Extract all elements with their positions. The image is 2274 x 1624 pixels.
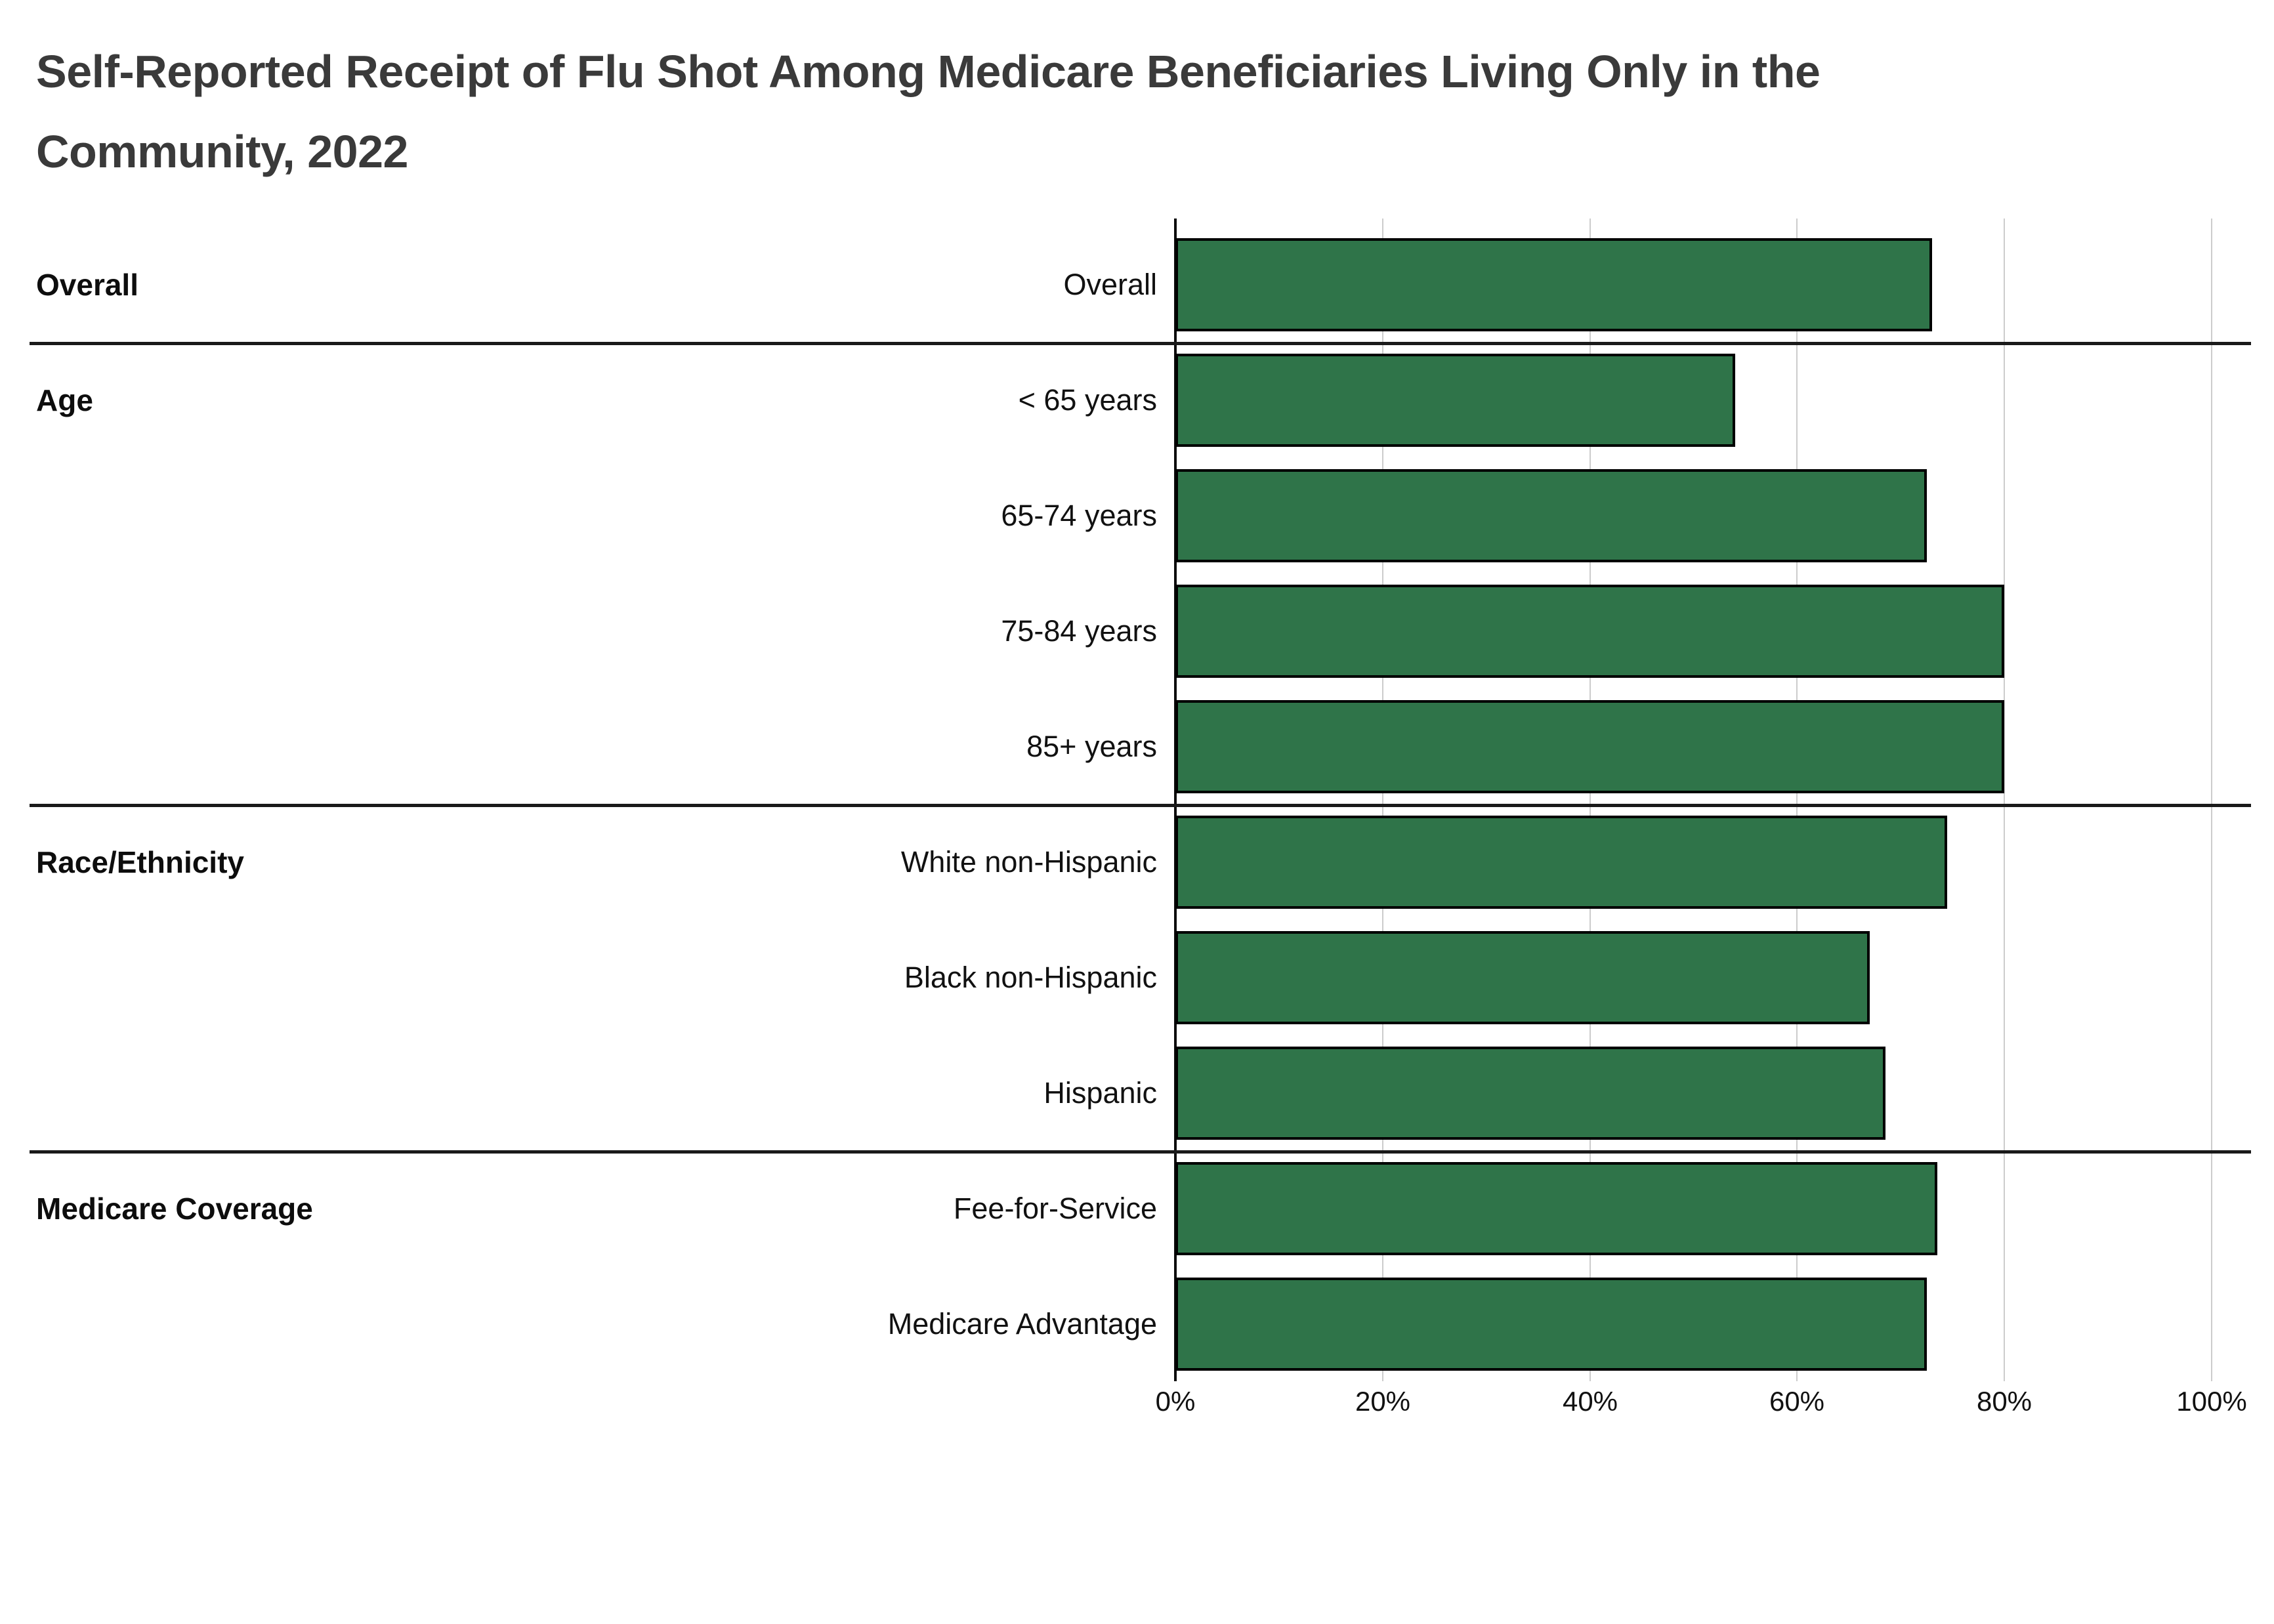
bar-track [1175,354,2212,447]
label-65-74: 65-74 years [1001,499,1157,532]
group-label-overall: Overall [36,268,138,302]
group-label-medicare-coverage: Medicare Coverage [36,1192,313,1226]
y-axis-line [1174,219,1177,1381]
x-tick-100: 100% [2176,1386,2247,1417]
gridline-60 [1796,219,1798,1381]
bar-medicare-advantage [1175,1278,1927,1371]
bar-75-84 [1175,585,2005,678]
bar-track [1175,469,2212,562]
separator-age-race [30,804,2251,807]
bar-track [1175,816,2212,909]
gridline-20 [1382,219,1383,1381]
gridline-40 [1590,219,1591,1381]
gridline-80 [2004,219,2005,1381]
bar-track [1175,1278,2212,1371]
bar-under-65 [1175,354,1735,447]
x-tick-40: 40% [1562,1386,1618,1417]
bar-track [1175,1047,2212,1140]
chart-title-line-1: Self-Reported Receipt of Flu Shot Among … [36,46,1821,97]
label-fee-for-service: Fee-for-Service [953,1192,1157,1225]
group-label-race-ethnicity: Race/Ethnicity [36,845,244,879]
bar-track [1175,1162,2212,1255]
bar-track [1175,238,2212,331]
x-tick-20: 20% [1355,1386,1411,1417]
bar-hispanic [1175,1047,1885,1140]
label-85-plus: 85+ years [1026,730,1157,763]
bar-track [1175,585,2212,678]
label-overall: Overall [1063,268,1157,301]
group-label-age: Age [36,383,93,417]
label-black-non-hispanic: Black non-Hispanic [904,961,1157,994]
bar-85-plus [1175,700,2005,793]
bar-track [1175,931,2212,1024]
label-under-65: < 65 years [1018,383,1157,417]
separator-overall-age [30,342,2251,345]
bar-track [1175,700,2212,793]
bar-fee-for-service [1175,1162,1937,1255]
chart-title: Self-Reported Receipt of Flu Shot Among … [36,31,1821,192]
bar-white-non-hispanic [1175,816,1948,909]
label-white-non-hispanic: White non-Hispanic [900,845,1157,879]
gridline-100 [2211,219,2212,1381]
chart-title-line-2: Community, 2022 [36,126,408,177]
label-medicare-advantage: Medicare Advantage [887,1307,1157,1341]
bar-overall [1175,238,1932,331]
x-tick-60: 60% [1769,1386,1825,1417]
label-75-84: 75-84 years [1001,614,1157,648]
label-hispanic: Hispanic [1043,1076,1157,1110]
x-tick-80: 80% [1976,1386,2032,1417]
separator-race-coverage [30,1150,2251,1154]
bar-black-non-hispanic [1175,931,1870,1024]
x-tick-0: 0% [1155,1386,1196,1417]
bar-65-74 [1175,469,1927,562]
